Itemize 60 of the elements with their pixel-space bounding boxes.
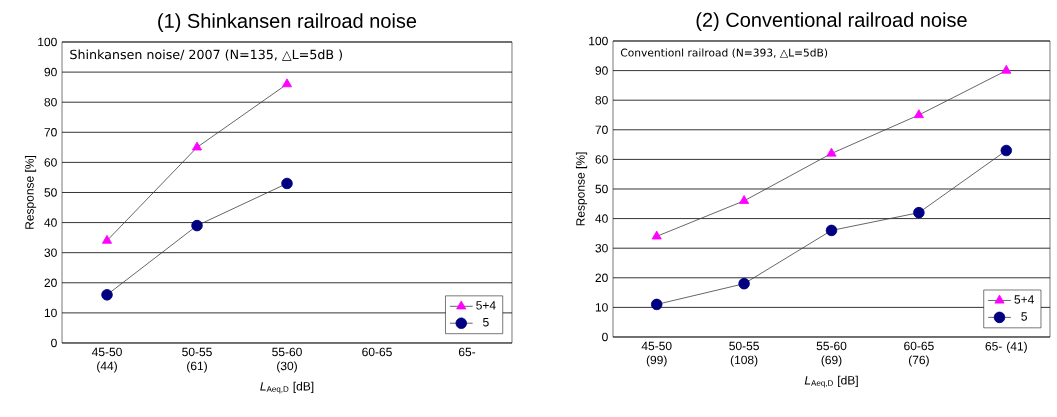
y-axis-title: Response [%] bbox=[24, 156, 37, 229]
y-axis-title: Response [%] bbox=[575, 152, 588, 226]
point bbox=[738, 277, 750, 290]
point bbox=[1001, 64, 1012, 74]
y-tick-label: 40 bbox=[44, 218, 57, 227]
x-tick-label: 45-50 (44) bbox=[91, 347, 122, 373]
x-axis-title: L$_{Aeq,D}$ [dB] bbox=[260, 381, 314, 394]
y-tick-label: 0 bbox=[602, 332, 608, 342]
x-axis-title: L$_{Aeq,D}$ [dB] bbox=[804, 375, 858, 388]
x-tick-label: 65- bbox=[458, 347, 476, 357]
y-tick-label: 30 bbox=[595, 243, 608, 253]
x-tick-label: 55-60 (69) bbox=[816, 341, 847, 367]
chart-title: (1) Shinkansen railroad noise bbox=[158, 13, 417, 32]
annotation: Shinkansen noise/ 2007 (N=135, △L=5dB ) bbox=[70, 49, 342, 61]
x-tick-label: 50-55 (108) bbox=[729, 341, 759, 367]
y-tick-label: 10 bbox=[595, 303, 608, 312]
point bbox=[281, 78, 293, 88]
x-tick-label: 65- (41) bbox=[985, 341, 1027, 353]
point bbox=[913, 206, 925, 219]
y-tick-label: 20 bbox=[44, 278, 57, 288]
legend-label: 5 bbox=[1021, 312, 1027, 321]
y-tick-label: 90 bbox=[44, 67, 57, 77]
legend-label: 5+4 bbox=[476, 301, 496, 310]
x-tick-label: 45-50 (99) bbox=[641, 341, 672, 367]
y-tick-label: 50 bbox=[44, 188, 57, 197]
point bbox=[650, 298, 663, 311]
point bbox=[281, 177, 293, 190]
annotation: Conventionl railroad (N=393, △L=5dB) bbox=[620, 48, 828, 58]
x-tick-label: 60-65 (76) bbox=[904, 341, 934, 367]
x-tick-label: 60-65 bbox=[362, 347, 392, 357]
chart-title: (2) Conventional railroad noise bbox=[696, 12, 967, 31]
point bbox=[101, 289, 113, 301]
point bbox=[191, 141, 203, 151]
legend-label: 5+4 bbox=[1014, 295, 1034, 304]
point bbox=[825, 224, 838, 237]
y-tick-label: 30 bbox=[44, 248, 57, 257]
y-tick-label: 90 bbox=[595, 66, 608, 75]
y-tick-label: 80 bbox=[595, 95, 608, 105]
point bbox=[1000, 144, 1013, 157]
point bbox=[102, 234, 113, 244]
y-tick-label: 40 bbox=[595, 214, 608, 223]
y-tick-label: 0 bbox=[51, 338, 57, 348]
y-tick-label: 80 bbox=[44, 97, 57, 107]
y-tick-label: 100 bbox=[589, 36, 608, 46]
y-tick-label: 20 bbox=[595, 273, 608, 283]
point bbox=[913, 109, 924, 119]
y-tick-label: 70 bbox=[44, 128, 57, 137]
point bbox=[826, 147, 837, 157]
y-tick-label: 60 bbox=[44, 158, 57, 167]
x-tick-label: 55-60 (30) bbox=[272, 347, 302, 373]
y-tick-label: 60 bbox=[595, 155, 608, 164]
point bbox=[191, 219, 203, 232]
legend-label: 5 bbox=[483, 318, 489, 327]
y-tick-label: 50 bbox=[595, 184, 608, 194]
x-tick-label: 50-55 (61) bbox=[182, 347, 212, 373]
y-tick-label: 100 bbox=[38, 37, 57, 47]
y-tick-label: 10 bbox=[44, 308, 57, 318]
point bbox=[739, 195, 750, 204]
point bbox=[651, 230, 662, 240]
y-tick-label: 70 bbox=[595, 125, 608, 135]
